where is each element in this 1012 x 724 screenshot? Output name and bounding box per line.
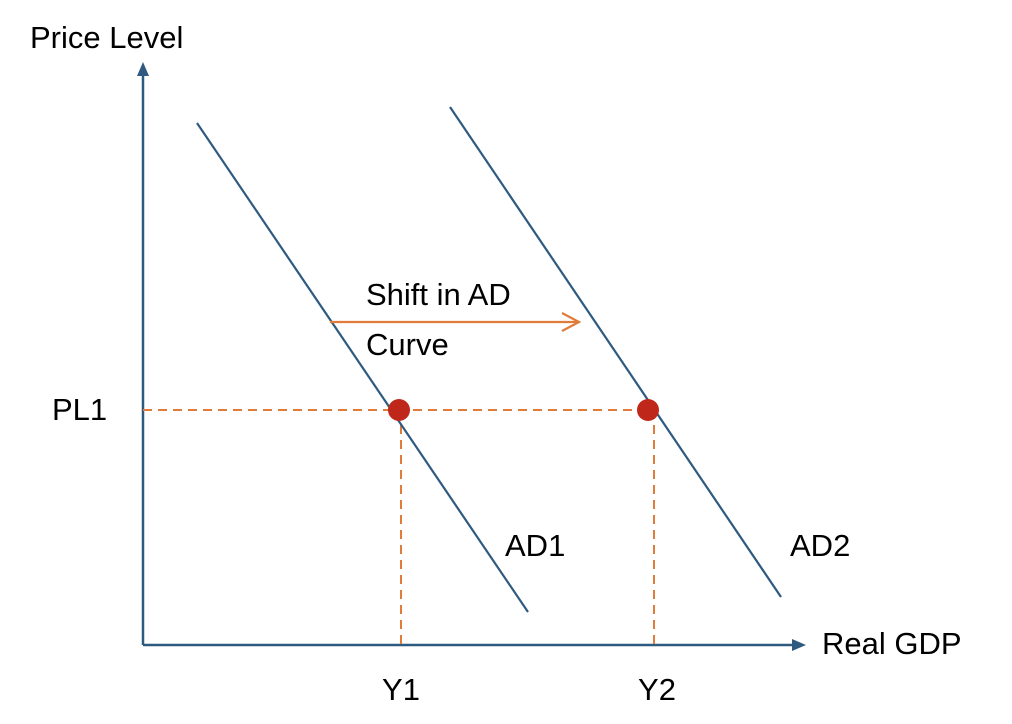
output-label: Y2 [638, 672, 676, 707]
shift-arrow-head [561, 312, 582, 332]
x-axis-arrow [792, 639, 806, 651]
ad1-curve [196, 122, 529, 613]
ad2-curve [449, 106, 782, 598]
annotation: Curve [366, 327, 449, 362]
point-ad1 [388, 399, 410, 421]
output-label: Y1 [382, 672, 420, 707]
y-axis-arrow [137, 62, 149, 76]
curve-label: AD2 [790, 528, 850, 563]
y-axis-label: Price Level [30, 20, 183, 55]
curve-label: AD1 [505, 528, 565, 563]
price-level-label: PL1 [52, 392, 107, 427]
x-axis-label: Real GDP [822, 626, 962, 661]
point-ad2 [637, 399, 659, 421]
annotation: Shift in AD [366, 277, 511, 312]
